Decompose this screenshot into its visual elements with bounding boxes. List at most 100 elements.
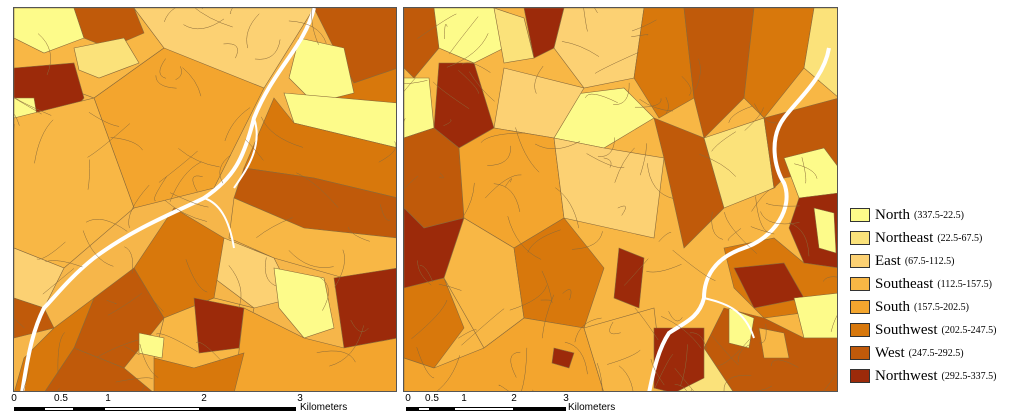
scale-segment bbox=[14, 407, 44, 411]
subbasin-boundary-line bbox=[770, 359, 799, 368]
subbasin-boundary-line bbox=[634, 98, 662, 108]
subbasin-boundary-line bbox=[219, 154, 232, 184]
subbasin-boundary-line bbox=[153, 300, 164, 312]
subbasin-boundary-line bbox=[640, 143, 647, 176]
legend-swatch bbox=[850, 277, 870, 291]
subbasin-boundary-line bbox=[461, 308, 505, 346]
subbasin-boundary-line bbox=[158, 150, 198, 183]
subbasin-boundary-line bbox=[185, 259, 208, 293]
subbasin-boundary-line bbox=[404, 80, 428, 84]
scale-segment bbox=[200, 407, 296, 411]
subbasin-boundary-line bbox=[88, 112, 120, 127]
subbasin-boundary-line bbox=[527, 229, 561, 253]
subbasin-boundary-line bbox=[183, 18, 225, 30]
subbasin-boundary-line bbox=[36, 241, 66, 260]
legend-item-southwest: Southwest (202.5-247.5) bbox=[850, 320, 997, 340]
subbasin-boundary-line bbox=[728, 105, 753, 123]
subbasin-boundary-line bbox=[141, 385, 145, 391]
subbasin-boundary-line bbox=[711, 335, 739, 366]
subbasin-boundary-line bbox=[246, 13, 260, 49]
legend-item-west: West (247.5-292.5) bbox=[850, 343, 964, 363]
subbasin-boundary-line bbox=[485, 174, 522, 199]
legend-label: North bbox=[875, 206, 910, 223]
scale-segment bbox=[430, 407, 454, 411]
subbasin-boundary-line bbox=[229, 8, 233, 14]
subbasin-boundary-line bbox=[510, 351, 521, 378]
subbasin-boundary-line bbox=[223, 43, 238, 59]
legend-range: (157.5-202.5) bbox=[914, 301, 970, 313]
aspect-regions bbox=[14, 8, 396, 391]
subbasin-boundary-line bbox=[404, 77, 417, 92]
legend-swatch bbox=[850, 254, 870, 268]
subbasin-boundary-line bbox=[583, 8, 588, 32]
subbasin-boundary-line bbox=[228, 265, 242, 309]
legend-swatch bbox=[850, 208, 870, 222]
subbasin-boundary-line bbox=[14, 96, 52, 116]
scale-segment bbox=[74, 407, 104, 411]
subbasin-boundary-line bbox=[562, 289, 572, 301]
aspect-region bbox=[793, 292, 837, 339]
subbasin-boundary-line bbox=[124, 346, 140, 356]
subbasin-boundaries bbox=[404, 8, 837, 391]
subbasin-boundary-line bbox=[603, 157, 612, 168]
aspect-region bbox=[551, 347, 575, 369]
scale-tick-label: 1 bbox=[461, 393, 467, 404]
stream bbox=[203, 197, 235, 249]
subbasin-boundary-line bbox=[439, 172, 444, 179]
subbasin-boundary-line bbox=[436, 355, 460, 391]
subbasin-boundary-line bbox=[672, 249, 716, 281]
subbasin-boundary-line bbox=[723, 374, 752, 391]
subbasin-boundary-line bbox=[480, 132, 526, 143]
subbasin-boundary-line bbox=[261, 116, 304, 148]
subbasin-boundary-line bbox=[82, 230, 114, 267]
aspect-region bbox=[758, 327, 790, 359]
subbasin-boundary-line bbox=[444, 24, 448, 39]
aspect-region bbox=[288, 37, 355, 104]
subbasin-boundary-line bbox=[159, 58, 166, 79]
subbasin-boundary-line bbox=[646, 264, 682, 273]
subbasin-boundary-line bbox=[87, 159, 91, 190]
scale-segment bbox=[104, 407, 200, 411]
legend-label: Southwest bbox=[875, 321, 938, 338]
subbasin-boundary-line bbox=[561, 41, 600, 57]
subbasin-boundary-line bbox=[449, 16, 479, 55]
subbasin-boundary-line bbox=[124, 246, 133, 274]
subbasin-boundary-line bbox=[110, 137, 143, 151]
subbasin-boundary-line bbox=[711, 211, 724, 240]
scale-segment bbox=[44, 407, 74, 411]
subbasin-boundary-line bbox=[175, 66, 182, 80]
subbasin-boundary-line bbox=[164, 200, 208, 222]
subbasin-boundary-line bbox=[378, 141, 396, 163]
subbasin-boundary-line bbox=[192, 175, 203, 192]
legend-label: East bbox=[875, 252, 901, 269]
subbasin-boundary-line bbox=[618, 365, 634, 391]
legend-item-northwest: Northwest (292.5-337.5) bbox=[850, 366, 997, 386]
subbasin-boundary-line bbox=[801, 157, 807, 184]
subbasin-boundary-line bbox=[754, 103, 778, 124]
subbasin-boundary-line bbox=[379, 204, 391, 221]
subbasin-boundary-line bbox=[823, 373, 837, 391]
subbasin-boundary-line bbox=[647, 163, 674, 199]
aspect-region bbox=[583, 307, 665, 391]
subbasin-boundary-line bbox=[106, 300, 117, 305]
aspect-region bbox=[683, 8, 755, 139]
aspect-map-left bbox=[13, 7, 397, 392]
subbasin-boundary-line bbox=[623, 258, 649, 286]
legend-range: (67.5-112.5) bbox=[904, 255, 955, 267]
aspect-region bbox=[553, 137, 665, 239]
subbasin-boundary-line bbox=[195, 341, 221, 361]
subbasin-boundary-line bbox=[541, 294, 555, 339]
aspect-region bbox=[653, 117, 725, 249]
aspect-region bbox=[14, 8, 85, 54]
subbasin-boundary-line bbox=[97, 339, 139, 358]
subbasin-boundary-line bbox=[178, 148, 220, 168]
scale-bar-right: 0 0.5 1 2 3 Kilometers bbox=[400, 393, 640, 417]
subbasin-boundary-line bbox=[822, 276, 837, 282]
subbasin-boundary-line bbox=[681, 76, 692, 96]
aspect-region bbox=[138, 332, 165, 359]
subbasin-boundary-line bbox=[42, 268, 75, 295]
subbasin-boundary-line bbox=[572, 231, 603, 250]
aspect-region bbox=[153, 352, 245, 391]
subbasin-boundary-line bbox=[534, 65, 544, 94]
legend-item-east: East (67.5-112.5) bbox=[850, 251, 954, 271]
